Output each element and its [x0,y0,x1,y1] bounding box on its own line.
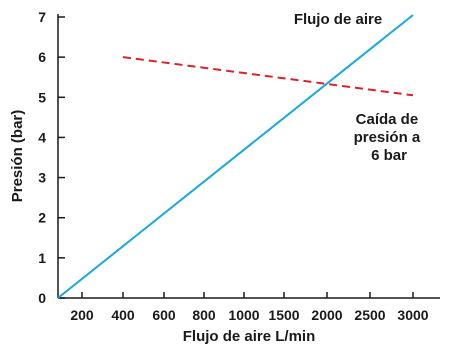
x-tick-label: 400 [111,307,135,323]
y-tick-label: 7 [38,9,46,25]
annotation-airflow-line: Flujo de aire [294,11,382,28]
x-tick-label: 800 [192,307,216,323]
annotation-pressure-drop-line-3: 6 bar [371,147,407,164]
x-tick-label: 600 [152,307,176,323]
x-tick-label: 1000 [228,307,259,323]
x-tick-label: 200 [70,307,94,323]
airflow-line [57,14,414,299]
x-tick-label: 2500 [354,307,385,323]
y-tick-label: 3 [38,170,46,186]
y-tick-label: 2 [38,210,46,226]
annotation-pressure-drop: Caída de presión a 6 bar [354,111,425,164]
y-tick-label: 4 [38,129,46,145]
y-axis-title: Presión (bar) [9,110,26,203]
annotation-airflow: Flujo de aire [294,11,382,28]
y-tick-label: 1 [38,250,46,266]
axes [57,14,440,299]
x-tick-label: 1500 [268,307,299,323]
y-tick-label: 5 [38,89,46,105]
x-axis-title: Flujo de aire L/min [183,328,316,345]
series [57,14,414,299]
annotation-pressure-drop-line-1: Caída de [356,111,419,128]
y-tick-label: 6 [38,49,46,65]
y-tick-label: 0 [38,290,46,306]
ticks: 0 1 2 3 4 5 6 7 200 400 600 800 1000 1500 2000 2500 3000 [38,9,429,323]
pressure-drop-line [122,56,414,97]
x-tick-label: 3000 [397,307,428,323]
x-tick-label: 2000 [311,307,342,323]
annotation-pressure-drop-line-2: presión a [354,129,421,146]
